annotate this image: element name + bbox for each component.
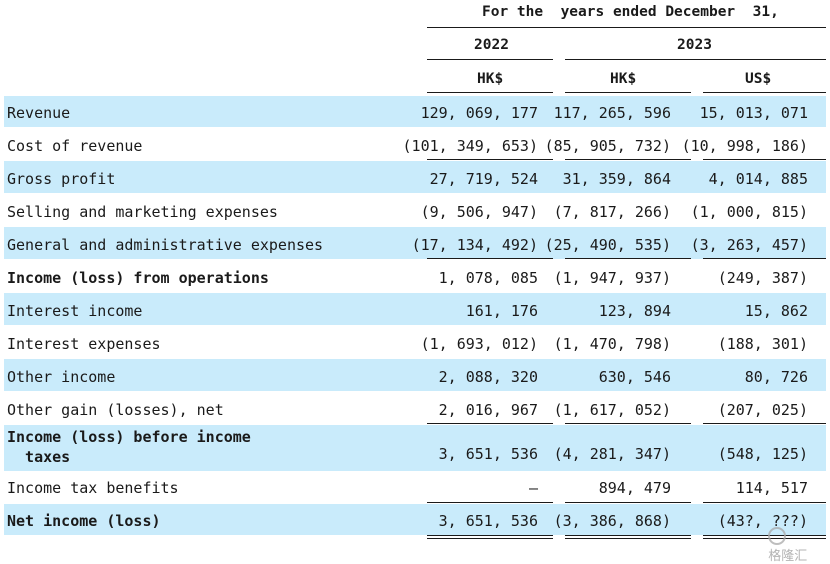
currency-us-2023: US$ (745, 71, 772, 87)
value-2023-hkd: (4, 281, 347) (553, 445, 671, 463)
currency-underline-1 (427, 92, 553, 93)
value-2023-usd: (43?, ???) (717, 512, 808, 530)
row-label: Interest income (7, 302, 143, 320)
currency-underline-2 (565, 92, 691, 93)
value-2023-hkd: (1, 617, 052) (553, 401, 671, 419)
period-underline (427, 27, 826, 28)
value-2023-usd: 15, 862 (744, 302, 808, 320)
year-2022-underline (427, 59, 553, 60)
subtotal-rule (703, 258, 826, 259)
value-2023-hkd: (85, 905, 732) (544, 137, 671, 155)
subtotal-rule (565, 258, 691, 259)
row-label: Income (loss) before income taxes (7, 428, 251, 466)
table-row: Income tax benefits — 894, 479 114, 517 (4, 472, 826, 502)
table-row: Other gain (losses), net 2, 016, 967 (1,… (4, 392, 826, 424)
row-label: Selling and marketing expenses (7, 203, 278, 221)
value-2023-hkd: 630, 546 (598, 368, 671, 386)
total-double-rule (427, 535, 553, 536)
value-2023-hkd: 117, 265, 596 (553, 104, 671, 122)
value-2022-hkd: 3, 651, 536 (438, 445, 538, 463)
value-2023-hkd: (1, 470, 798) (553, 335, 671, 353)
total-double-rule (703, 538, 826, 539)
value-2022-hkd: — (528, 479, 538, 497)
value-2023-usd: (207, 025) (717, 401, 808, 419)
value-2022-hkd: (1, 693, 012) (420, 335, 538, 353)
row-label: Interest expenses (7, 335, 161, 353)
row-label: Income tax benefits (7, 479, 179, 497)
row-label: Revenue (7, 104, 71, 122)
subtotal-rule (565, 423, 691, 424)
table-row: Selling and marketing expenses (9, 506, … (4, 194, 826, 226)
subtotal-rule (565, 502, 691, 503)
value-2022-hkd: 2, 088, 320 (438, 368, 538, 386)
table-row: Income (loss) from operations 1, 078, 08… (4, 260, 826, 292)
value-2023-usd: (1, 000, 815) (690, 203, 808, 221)
table-row: Gross profit 27, 719, 524 31, 359, 864 4… (4, 161, 826, 193)
value-2023-usd: 80, 726 (744, 368, 808, 386)
value-2022-hkd: (17, 134, 492) (411, 236, 538, 254)
value-2023-usd: (548, 125) (717, 445, 808, 463)
value-2022-hkd: 1, 078, 085 (438, 269, 538, 287)
row-label: Cost of revenue (7, 137, 143, 155)
value-2022-hkd: (9, 506, 947) (420, 203, 538, 221)
value-2023-usd: 15, 013, 071 (699, 104, 808, 122)
subtotal-rule (703, 159, 826, 160)
table-row: Interest income 161, 176 123, 894 15, 86… (4, 293, 826, 325)
subtotal-rule (565, 159, 691, 160)
value-2023-hkd: (1, 947, 937) (553, 269, 671, 287)
value-2023-hkd: 123, 894 (598, 302, 671, 320)
value-2023-usd: 4, 014, 885 (708, 170, 808, 188)
watermark-text: 格隆汇 (768, 549, 808, 564)
table-row: Interest expenses (1, 693, 012) (1, 470,… (4, 326, 826, 358)
value-2023-usd: (10, 998, 186) (681, 137, 808, 155)
watermark-icon (768, 527, 787, 545)
year-2022-heading: 2022 (474, 37, 509, 53)
row-label: Other gain (losses), net (7, 401, 224, 419)
table-row: Net income (loss) 3, 651, 536 (3, 386, 8… (4, 504, 826, 535)
total-double-rule (565, 538, 691, 539)
year-2023-underline (565, 59, 826, 60)
table-row: Cost of revenue (101, 349, 653) (85, 905… (4, 128, 826, 160)
currency-hk-2023: HK$ (610, 71, 637, 87)
currency-underline-3 (703, 92, 826, 93)
value-2022-hkd: 161, 176 (465, 302, 538, 320)
value-2022-hkd: (101, 349, 653) (402, 137, 538, 155)
table-row: Other income 2, 088, 320 630, 546 80, 72… (4, 359, 826, 391)
value-2022-hkd: 129, 069, 177 (420, 104, 538, 122)
value-2023-hkd: (7, 817, 266) (553, 203, 671, 221)
row-label: Gross profit (7, 170, 116, 188)
subtotal-rule (703, 502, 826, 503)
total-double-rule (565, 535, 691, 536)
value-2023-usd: (249, 387) (717, 269, 808, 287)
value-2022-hkd: 3, 651, 536 (438, 512, 538, 530)
watermark-logo: 格隆汇 (760, 512, 830, 564)
currency-hk-2022: HK$ (477, 71, 504, 87)
row-label: General and administrative expenses (7, 236, 324, 254)
subtotal-rule (427, 159, 553, 160)
table-row: Revenue 129, 069, 177 117, 265, 596 15, … (4, 96, 826, 127)
value-2023-hkd: 894, 479 (598, 479, 671, 497)
total-double-rule (703, 535, 826, 536)
value-2022-hkd: 2, 016, 967 (438, 401, 538, 419)
subtotal-rule (427, 423, 553, 424)
year-2023-heading: 2023 (677, 37, 712, 53)
row-label: Other income (7, 368, 116, 386)
value-2023-usd: (188, 301) (717, 335, 808, 353)
subtotal-rule (703, 423, 826, 424)
value-2023-hkd: (3, 386, 868) (553, 512, 671, 530)
value-2023-hkd: 31, 359, 864 (562, 170, 671, 188)
row-label: Income (loss) from operations (7, 269, 269, 287)
value-2023-hkd: (25, 490, 535) (544, 236, 671, 254)
value-2022-hkd: 27, 719, 524 (429, 170, 538, 188)
period-heading: For the years ended December 31, (482, 4, 779, 20)
value-2023-usd: 114, 517 (735, 479, 808, 497)
subtotal-rule (427, 258, 553, 259)
total-double-rule (427, 538, 553, 539)
value-2023-usd: (3, 263, 457) (690, 236, 808, 254)
row-label: Net income (loss) (7, 512, 161, 530)
subtotal-rule (427, 502, 553, 503)
table-row: Income (loss) before income taxes 3, 651… (4, 425, 826, 471)
table-row: General and administrative expenses (17,… (4, 227, 826, 259)
